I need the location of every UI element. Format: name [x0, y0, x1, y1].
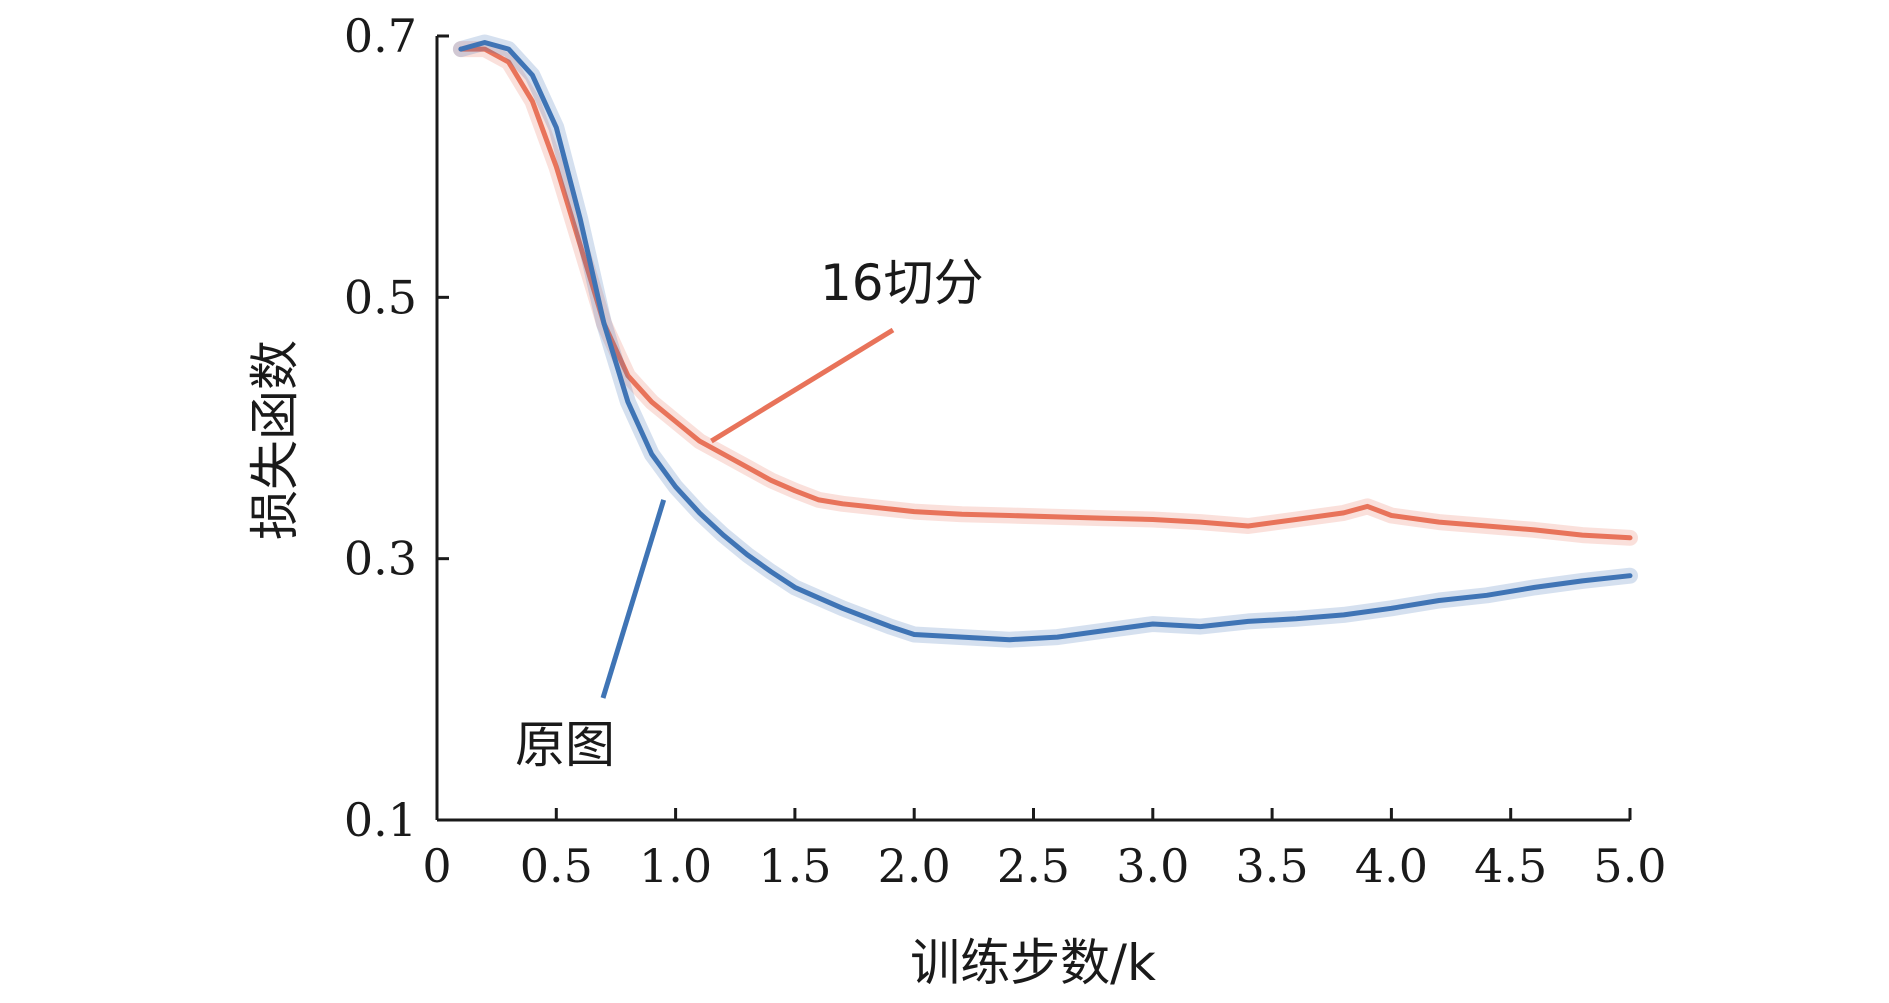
x-tick-label: 2.0 — [878, 839, 951, 893]
series-band-1 — [452, 34, 1638, 648]
x-tick-label: 2.5 — [997, 839, 1070, 893]
x-tick-label: 0 — [422, 839, 451, 893]
annotation-label-1: 原图 — [515, 716, 615, 774]
x-tick-label: 5.0 — [1593, 839, 1666, 893]
ticks-layer: 0 0.5 1.0 1.5 2.0 2.5 3.0 3.5 4.0 4.5 5.0 0.1 0.3 0.5… — [344, 9, 1667, 893]
series-band-0 — [452, 41, 1638, 546]
y-tick-label: 0.1 — [344, 793, 417, 847]
y-tick-label: 0.3 — [344, 532, 417, 586]
series-line-1 — [458, 40, 1633, 643]
x-axis-title: 训练步数/k — [910, 934, 1156, 992]
x-tick-label: 3.5 — [1236, 839, 1309, 893]
y-axis-title: 损失函数 — [246, 340, 304, 540]
annotation-leader-1 — [600, 499, 667, 699]
x-tick-label: 3.0 — [1116, 839, 1189, 893]
series-line-0 — [458, 46, 1633, 541]
annotation-label-0: 16切分 — [820, 254, 984, 312]
x-tick-label: 4.0 — [1355, 839, 1428, 893]
annotation-leader-0 — [710, 327, 895, 444]
x-tick-label: 4.5 — [1474, 839, 1547, 893]
x-tick-label: 1.5 — [758, 839, 831, 893]
y-tick-label: 0.5 — [344, 270, 417, 324]
y-tick-label: 0.7 — [344, 9, 417, 63]
axes-layer — [435, 36, 1630, 822]
x-tick-label: 1.0 — [639, 839, 712, 893]
series-layer — [452, 34, 1638, 648]
x-tick-label: 0.5 — [520, 839, 593, 893]
